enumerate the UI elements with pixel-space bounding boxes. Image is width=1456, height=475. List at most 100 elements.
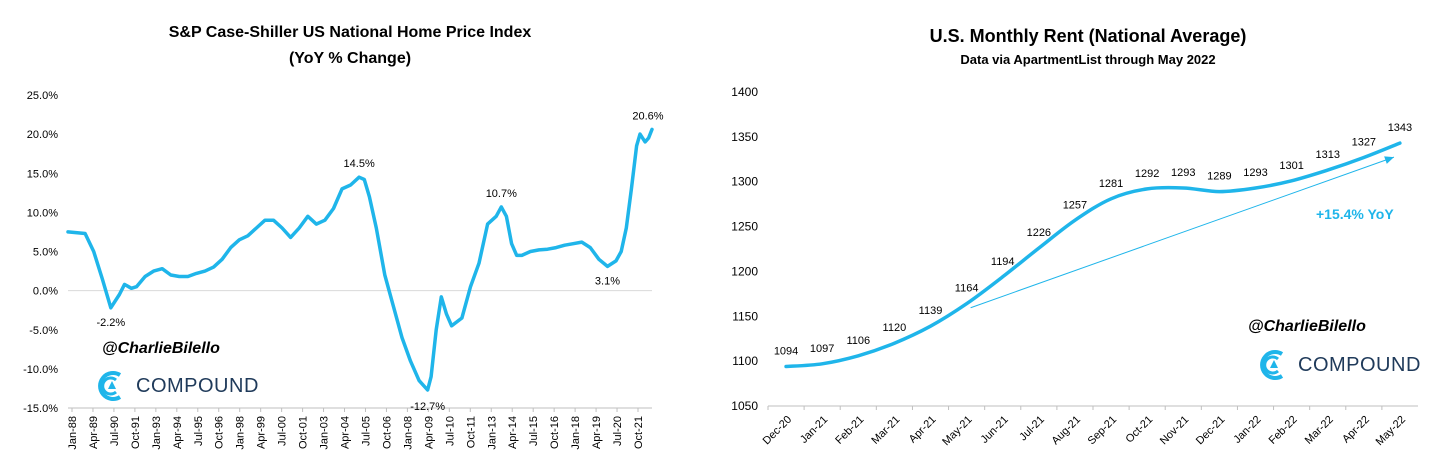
data-label: 10.7% — [486, 188, 517, 200]
x-tick-label: Nov-21 — [1158, 414, 1192, 448]
x-tick-label: Apr-09 — [423, 416, 435, 449]
x-tick-label: Apr-21 — [907, 414, 939, 446]
x-tick-label: Jul-15 — [528, 416, 540, 446]
x-tick-label: Oct-11 — [465, 416, 477, 448]
x-tick-label: Oct-06 — [381, 416, 393, 449]
x-tick-label: Jun-21 — [979, 414, 1011, 446]
y-tick-label: -15.0% — [23, 403, 58, 415]
data-label: 1194 — [991, 256, 1015, 268]
x-tick-label: Mar-22 — [1303, 414, 1336, 447]
y-tick-label: 1050 — [731, 399, 758, 413]
x-tick-label: May-21 — [940, 414, 974, 448]
yoy-annotation: +15.4% YoY — [1316, 206, 1394, 222]
y-tick-label: 0.0% — [33, 286, 58, 298]
data-label: 1289 — [1207, 171, 1231, 183]
x-tick-label: Aug-21 — [1049, 414, 1083, 448]
x-tick-label: Feb-21 — [833, 414, 866, 447]
data-label: 1293 — [1171, 167, 1195, 179]
chart-subtitle: (YoY % Change) — [288, 50, 412, 67]
x-tick-label: Oct-01 — [298, 416, 310, 449]
y-tick-label: -10.0% — [23, 364, 58, 376]
data-label: 1313 — [1315, 149, 1339, 161]
y-tick-label: 20.0% — [27, 129, 58, 141]
x-tick-label: Jul-20 — [612, 416, 624, 446]
x-tick-label: Jan-13 — [486, 416, 498, 450]
x-tick-label: Oct-21 — [633, 416, 645, 449]
x-tick-label: Apr-14 — [507, 416, 519, 449]
x-tick-label: Jul-00 — [277, 416, 289, 446]
x-tick-label: Jul-90 — [109, 416, 121, 446]
compound-logo-icon — [1260, 350, 1284, 380]
twitter-handle: @CharlieBilello — [1248, 318, 1366, 335]
x-tick-label: Jan-22 — [1231, 414, 1263, 446]
home-price-yoy-series-line — [66, 127, 654, 392]
compound-logo-text: COMPOUND — [136, 374, 259, 397]
data-label: 1327 — [1352, 136, 1376, 148]
y-tick-label: 1100 — [732, 354, 758, 368]
x-tick-label: Jul-10 — [444, 416, 456, 446]
y-tick-label: 5.0% — [33, 247, 58, 259]
y-tick-label: 25.0% — [27, 90, 58, 102]
y-tick-label: 1300 — [731, 175, 758, 189]
x-tick-label: Apr-22 — [1340, 414, 1372, 446]
x-tick-label: Jul-21 — [1017, 414, 1047, 444]
twitter-handle: @CharlieBilello — [102, 340, 220, 357]
x-tick-label: Dec-20 — [761, 414, 795, 448]
data-label: 1292 — [1135, 168, 1159, 180]
x-tick-label: Oct-96 — [214, 416, 226, 449]
y-tick-label: 1250 — [731, 220, 758, 234]
data-label: 1164 — [955, 283, 979, 295]
x-tick-label: Oct-91 — [130, 416, 142, 449]
x-tick-label: Jul-05 — [360, 416, 372, 446]
rent-chart-panel: U.S. Monthly Rent (National Average) Dat… — [720, 0, 1456, 475]
x-tick-label: Jul-95 — [193, 416, 205, 446]
data-label: 1293 — [1243, 167, 1267, 179]
data-label: 20.6% — [632, 110, 663, 122]
compound-logo-icon — [98, 371, 122, 401]
x-tick-label: Jan-03 — [319, 416, 331, 450]
compound-logo-text: COMPOUND — [1298, 353, 1421, 376]
home-price-line-chart: 25.0% 20.0% 15.0% 10.0% 5.0% 0.0% -5.0% -10.0% -… — [23, 90, 664, 450]
y-tick-label: 1200 — [731, 264, 758, 278]
compound-logo: COMPOUND — [94, 369, 259, 403]
data-label: 1106 — [846, 335, 870, 347]
chart-title: S&P Case-Shiller US National Home Price … — [168, 24, 532, 41]
chart-subtitle: Data via ApartmentList through May 2022 — [960, 52, 1216, 67]
x-tick-label: Jan-98 — [235, 416, 247, 450]
data-label: 1343 — [1388, 122, 1412, 134]
home-price-chart-panel: S&P Case-Shiller US National Home Price … — [0, 0, 700, 475]
data-label: 1094 — [774, 346, 798, 358]
x-tick-label: Mar-21 — [869, 414, 902, 447]
x-tick-label: Dec-21 — [1194, 414, 1228, 448]
x-tick-label: Apr-99 — [256, 416, 268, 449]
x-tick-label: Jan-93 — [151, 416, 163, 450]
x-tick-label: Sep-21 — [1086, 414, 1120, 448]
x-tick-label: Jan-21 — [798, 414, 830, 446]
x-tick-label: Jan-88 — [67, 416, 79, 450]
x-tick-label: Apr-94 — [172, 416, 184, 449]
data-label: 1120 — [883, 322, 907, 334]
x-tick-label: Apr-89 — [88, 416, 100, 449]
x-tick-label: Apr-04 — [340, 416, 352, 449]
data-label: -2.2% — [96, 317, 125, 329]
data-label: 3.1% — [595, 275, 620, 287]
compound-logo: COMPOUND — [1256, 348, 1421, 382]
y-tick-label: 15.0% — [27, 168, 58, 180]
data-label: 1281 — [1099, 178, 1123, 190]
chart-title: U.S. Monthly Rent (National Average) — [929, 26, 1247, 46]
rent-series-line — [784, 141, 1402, 369]
trend-arrow-head — [1384, 156, 1394, 164]
x-tick-label: Apr-19 — [591, 416, 603, 449]
x-tick-label: Oct-16 — [549, 416, 561, 449]
y-tick-label: 10.0% — [27, 207, 58, 219]
data-label: 1257 — [1063, 199, 1087, 211]
y-tick-label: -5.0% — [29, 325, 58, 337]
data-label: 14.5% — [344, 158, 375, 170]
y-tick-label: 1400 — [731, 85, 758, 99]
x-tick-label: Jan-08 — [402, 416, 414, 450]
data-label: -12.7% — [410, 401, 445, 413]
data-label: 1226 — [1027, 227, 1051, 239]
trend-arrow-line — [970, 156, 1395, 309]
x-tick-label: Jan-18 — [570, 416, 582, 450]
